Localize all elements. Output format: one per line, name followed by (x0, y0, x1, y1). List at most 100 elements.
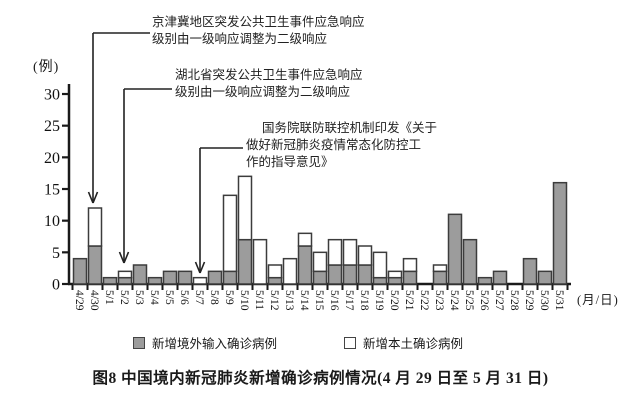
x-tick-label: 5/2 (118, 290, 130, 305)
bar-segment-imported (387, 276, 403, 285)
bar-segment-local (237, 175, 253, 241)
x-tick-label: 5/4 (148, 290, 160, 305)
annotation-arrowhead (194, 261, 201, 274)
x-tick-label: 5/8 (208, 290, 220, 305)
x-axis-unit-label: (月/日) (577, 293, 619, 307)
bar-segment-imported (222, 270, 238, 285)
bar-segment-local (387, 270, 403, 279)
annotation-line: 级别由一级响应调整为二级响应 (152, 32, 328, 46)
bar-segment-local (252, 238, 268, 285)
bar-segment-local (192, 276, 208, 285)
bar-segment-imported (432, 270, 448, 285)
bar-segment-imported (327, 264, 343, 285)
legend-swatch-imported (133, 336, 145, 349)
x-tick-label: 5/3 (133, 290, 145, 305)
legend-label-local: 新增本土确诊病例 (363, 337, 464, 351)
bar-segment-imported (492, 270, 508, 285)
annotation-line: 国务院联防联控机制印发《关于 (262, 121, 438, 135)
x-tick-label: 5/31 (553, 290, 565, 311)
x-tick-label: 5/24 (448, 290, 460, 311)
x-tick-label: 5/9 (223, 290, 235, 305)
bar-segment-local (357, 245, 373, 266)
annotation-line: 做好新冠肺炎疫情常态化防控工 (246, 138, 422, 152)
y-tick-label: 25 (44, 118, 60, 135)
bar-segment-imported (537, 270, 553, 285)
bar-segment-local (222, 194, 238, 273)
legend-item-imported: 新增境外输入确诊病例 (133, 333, 277, 352)
bar-segment-imported (117, 276, 133, 285)
bar-segment-local (432, 264, 448, 273)
bar-segment-imported (312, 270, 328, 285)
x-tick-label: 5/6 (178, 290, 190, 305)
bar-segment-imported (477, 276, 493, 285)
x-tick-label: 4/29 (73, 290, 85, 311)
x-tick-label: 5/10 (238, 290, 250, 311)
annotation-line: 湖北省突发公共卫生事件应急响应 (175, 68, 363, 82)
x-tick-label: 5/25 (463, 290, 475, 311)
bar-segment-local (282, 257, 298, 285)
x-tick-label: 5/5 (163, 290, 175, 305)
bar-segment-imported (267, 276, 283, 285)
annotation-line: 京津冀地区突发公共卫生事件应急响应 (152, 15, 365, 29)
x-tick-label: 5/30 (538, 290, 550, 311)
x-tick-label: 5/22 (418, 290, 430, 311)
x-tick-label: 5/27 (493, 290, 505, 311)
bar-segment-imported (132, 264, 148, 285)
bar-segment-imported (402, 270, 418, 285)
x-tick-label: 5/16 (328, 290, 340, 311)
x-tick-label: 5/13 (283, 290, 295, 311)
bar-segment-imported (87, 245, 103, 285)
x-tick-label: 4/30 (88, 290, 100, 311)
x-tick-label: 5/11 (253, 290, 265, 310)
y-tick-label: 15 (44, 182, 60, 199)
bar-segment-local (372, 251, 388, 279)
bar-segment-imported (207, 270, 223, 285)
annotation-hubei-response-downgrade: 湖北省突发公共卫生事件应急响应 级别由一级响应调整为二级响应 (175, 67, 363, 101)
bar-segment-imported (147, 276, 163, 285)
bar-segment-local (327, 238, 343, 266)
x-tick-label: 5/14 (298, 290, 310, 311)
x-tick-label: 5/21 (403, 290, 415, 311)
annotation-line: 级别由一级响应调整为二级响应 (175, 85, 351, 99)
legend-item-local: 新增本土确诊病例 (344, 333, 463, 352)
annotation-arrowhead (87, 191, 94, 204)
bar-segment-local (117, 270, 133, 279)
y-tick-label: 10 (44, 213, 60, 230)
annotation-arrowhead (92, 191, 99, 204)
bar-segment-local (312, 251, 328, 273)
bar-segment-imported (177, 270, 193, 285)
x-tick-label: 5/1 (103, 290, 115, 305)
bar-segment-local (342, 238, 358, 266)
y-axis-unit-label: (例) (33, 60, 60, 75)
legend: 新增境外输入确诊病例 新增本土确诊病例 (0, 332, 641, 352)
bar-segment-imported (237, 238, 253, 285)
y-tick-label: 5 (52, 245, 60, 262)
x-tick-label: 5/20 (388, 290, 400, 311)
x-tick-label: 5/23 (433, 290, 445, 311)
bar-segment-local (297, 232, 313, 247)
bar-segment-imported (297, 245, 313, 285)
bar-segment-imported (357, 264, 373, 285)
bar-segment-imported (522, 257, 538, 285)
y-tick-label: 20 (44, 150, 60, 167)
annotation-jingjinji-response-downgrade: 京津冀地区突发公共卫生事件应急响应 级别由一级响应调整为二级响应 (152, 14, 365, 48)
x-tick-label: 5/18 (358, 290, 370, 311)
y-tick-label: 30 (44, 87, 60, 104)
annotation-arrowhead (118, 251, 125, 264)
annotation-state-council-guidance: 国务院联防联控机制印发《关于 做好新冠肺炎疫情常态化防控工 作的指导意见》 (246, 120, 437, 171)
x-tick-label: 5/29 (523, 290, 535, 311)
annotation-arrowhead (199, 261, 206, 274)
annotation-line: 作的指导意见》 (246, 155, 334, 169)
figure-caption: 图8 中国境内新冠肺炎新增确诊病例情况(4 月 29 日至 5 月 31 日) (92, 370, 549, 387)
bar-segment-imported (342, 264, 358, 285)
bar-segment-local (267, 264, 283, 279)
bar-segment-imported (102, 276, 118, 285)
legend-label-imported: 新增境外输入确诊病例 (152, 337, 278, 351)
x-tick-label: 5/12 (268, 290, 280, 311)
bar-segment-imported (462, 238, 478, 285)
bar-segment-local (402, 257, 418, 273)
bar-segment-local (87, 207, 103, 247)
annotation-arrowhead (123, 251, 130, 264)
